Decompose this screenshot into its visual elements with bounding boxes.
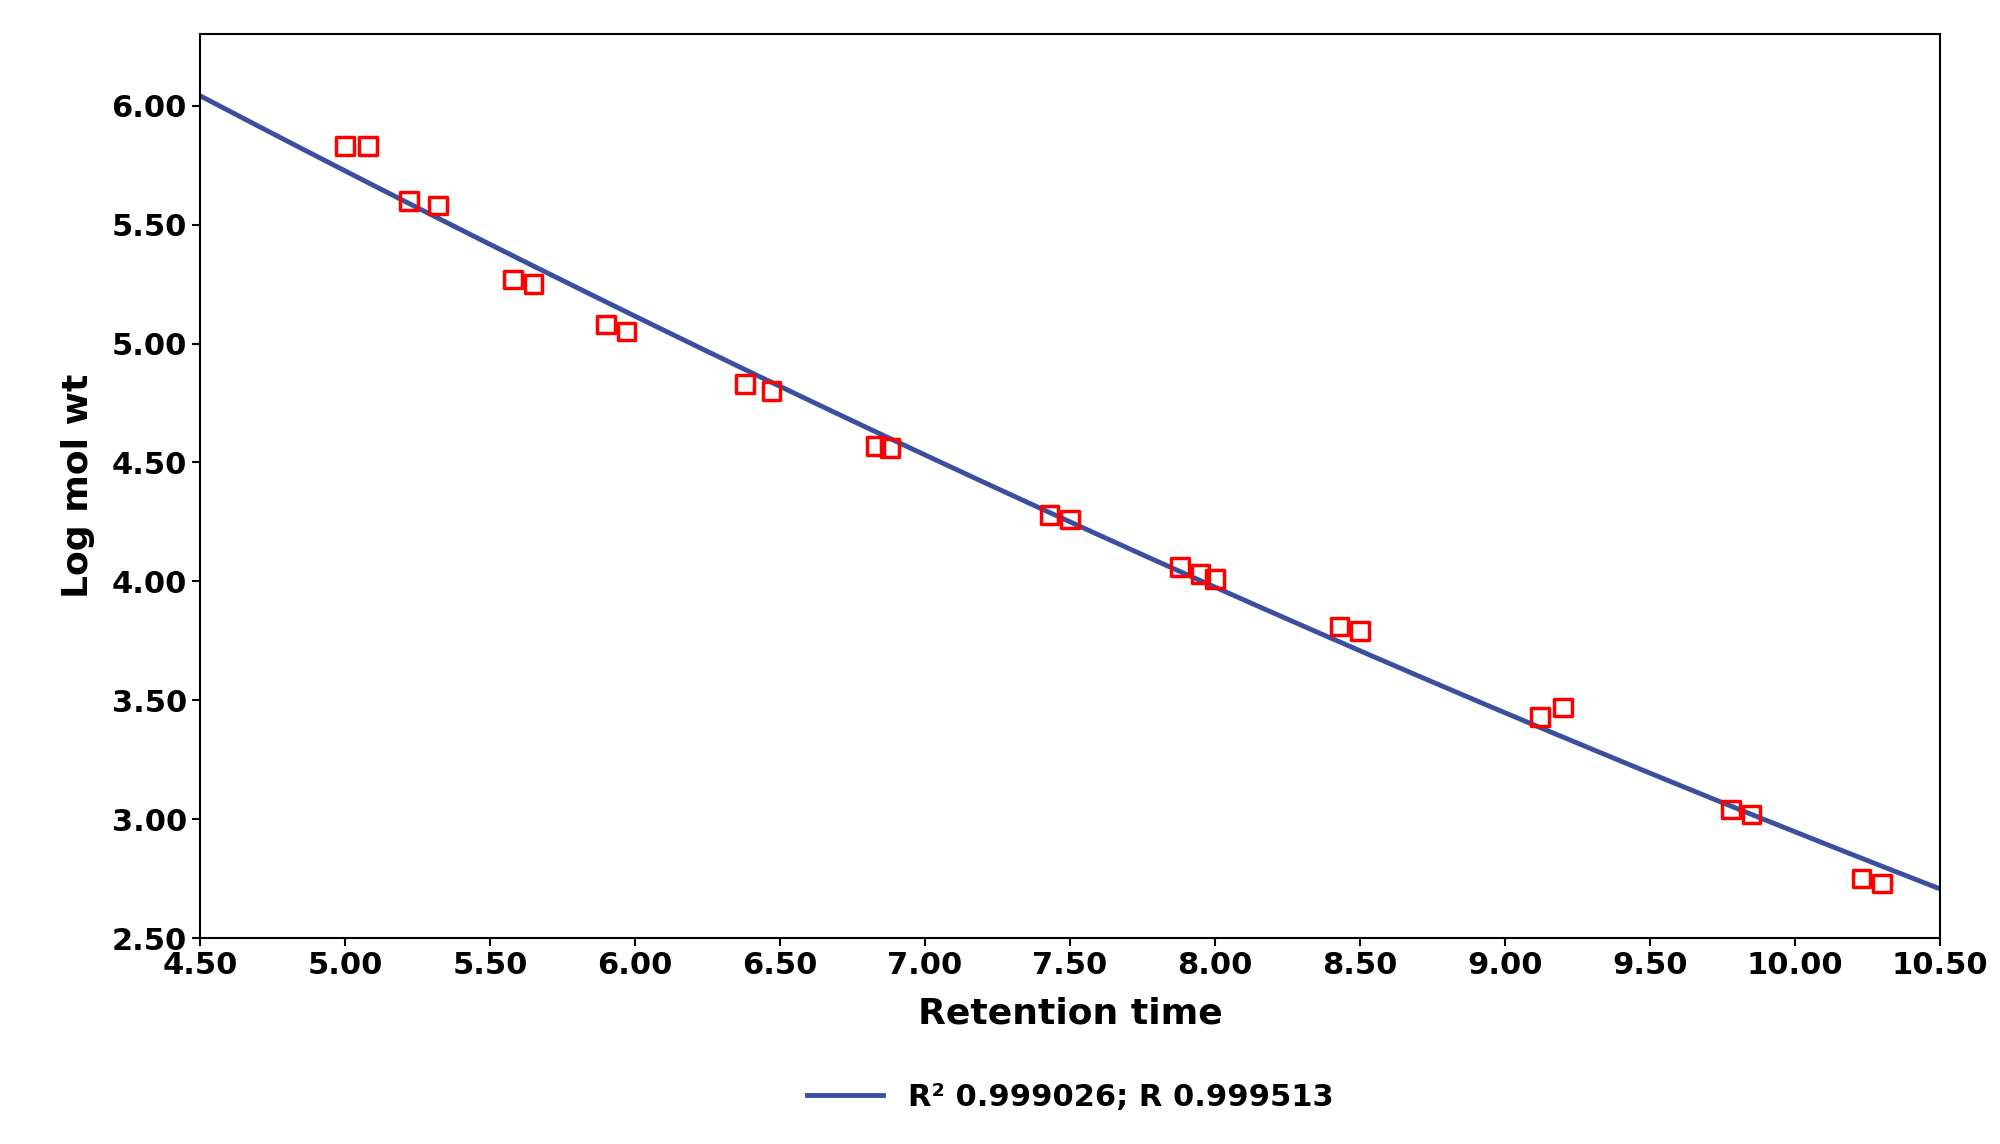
Y-axis label: Log mol wt: Log mol wt — [60, 374, 94, 598]
Point — [610, 323, 642, 341]
Point — [874, 439, 906, 458]
Legend: R² 0.999026; R 0.999513: R² 0.999026; R 0.999513 — [794, 1071, 1346, 1125]
Point — [352, 137, 384, 156]
Point — [756, 382, 788, 400]
Point — [1200, 570, 1232, 588]
Point — [590, 316, 622, 334]
Point — [1846, 869, 1878, 888]
Point — [422, 197, 454, 215]
X-axis label: Retention time: Retention time — [918, 996, 1222, 1031]
Point — [1034, 506, 1066, 524]
Point — [1716, 801, 1748, 819]
Point — [518, 275, 550, 293]
Point — [730, 375, 762, 394]
Point — [1524, 708, 1556, 726]
Point — [1736, 805, 1768, 824]
Point — [1344, 622, 1376, 641]
Point — [1548, 698, 1580, 716]
Point — [328, 137, 362, 156]
Point — [498, 270, 530, 288]
Point — [1184, 565, 1216, 583]
Point — [1866, 874, 1898, 892]
Point — [392, 192, 424, 210]
Point — [1164, 558, 1196, 577]
Point — [1054, 510, 1086, 529]
Point — [860, 437, 892, 455]
Point — [1324, 618, 1356, 636]
